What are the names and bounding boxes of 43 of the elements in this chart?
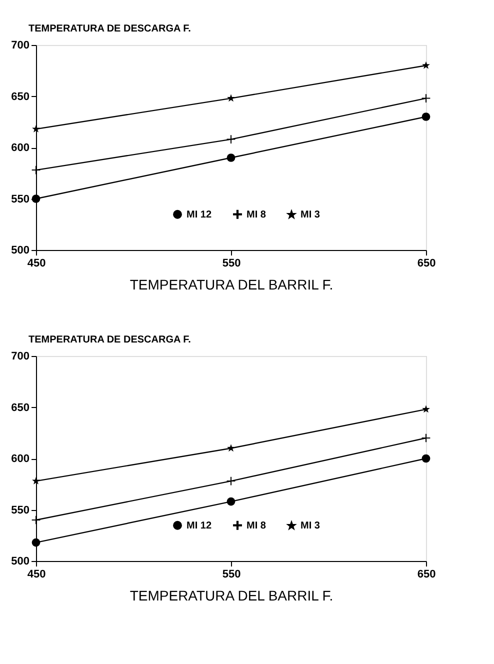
x-tick-label: 450: [27, 258, 46, 270]
x-tick-label: 450: [27, 568, 46, 580]
x-tick-label: 650: [417, 568, 436, 580]
point: [227, 444, 235, 452]
y-tick-label: 700: [11, 350, 30, 362]
legend-label: MI 12: [186, 209, 212, 220]
x-axis-title: TEMPERATURA DEL BARRIL F.: [130, 588, 334, 604]
y-axis-title: TEMPERATURA DE DESCARGA F.: [28, 334, 192, 346]
point: [422, 94, 430, 102]
x-tick-label: 550: [222, 258, 241, 270]
point: [422, 61, 430, 69]
point: [226, 497, 236, 506]
legend-label: MI 3: [300, 520, 320, 532]
y-tick-label: 500: [11, 244, 30, 256]
point: [422, 405, 430, 413]
y-tick-label: 650: [11, 90, 30, 103]
legend-label: MI 8: [246, 209, 266, 220]
y-tick-label: 550: [11, 504, 30, 516]
point: [32, 476, 40, 484]
point: [226, 476, 236, 486]
point: [422, 112, 430, 121]
y-tick-label: 550: [11, 193, 30, 206]
legend-label: MI 8: [246, 520, 266, 532]
point: [32, 166, 40, 174]
x-axis-title: TEMPERATURA DEL BARRIL F.: [130, 276, 334, 292]
point: [226, 135, 236, 144]
point: [32, 516, 40, 524]
legend-label: MI 3: [300, 210, 320, 221]
y-tick-label: 700: [11, 40, 30, 52]
point: [32, 538, 40, 547]
point: [422, 454, 430, 463]
point: [227, 94, 235, 102]
y-tick-label: 650: [11, 402, 30, 414]
point: [32, 124, 40, 132]
legend-label: MI 12: [186, 520, 212, 532]
y-tick-label: 600: [11, 453, 30, 465]
y-tick-label: 600: [11, 142, 30, 154]
y-tick-label: 500: [11, 556, 30, 568]
y-axis-title: TEMPERATURA DE DESCARGA F.: [28, 24, 192, 34]
x-tick-label: 650: [417, 258, 436, 270]
x-tick-label: 550: [222, 568, 241, 580]
point: [422, 434, 430, 442]
point: [226, 154, 236, 162]
